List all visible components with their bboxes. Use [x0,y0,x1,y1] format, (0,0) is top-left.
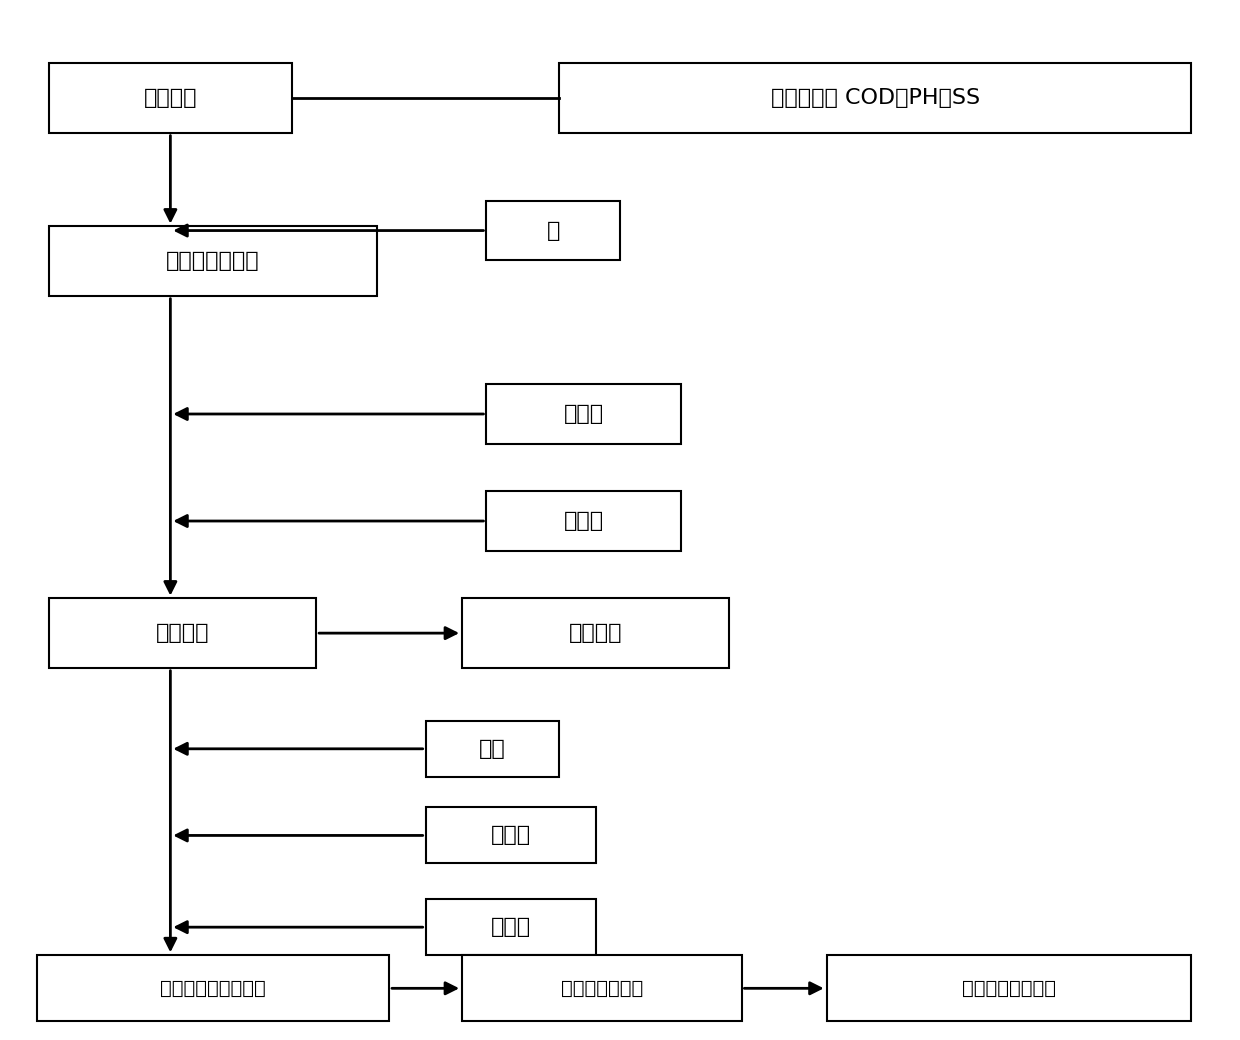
Bar [486,201,620,260]
Text: 废乳化液: 废乳化液 [144,88,197,108]
Bar [425,721,559,777]
Text: 固液分离: 固液分离 [156,623,210,643]
Bar [827,955,1192,1021]
Text: 氧化剂: 氧化剂 [491,826,531,846]
Bar [463,598,729,668]
Text: 滤渣处理: 滤渣处理 [569,623,622,643]
Bar [48,63,291,133]
Text: 絮凝剂: 絮凝剂 [563,404,604,424]
Bar [425,900,595,955]
Bar [559,63,1192,133]
Text: 达标排放入总管网: 达标排放入总管网 [962,979,1056,997]
Bar [425,807,595,863]
Text: 酸: 酸 [547,220,559,240]
Bar [48,227,377,295]
Text: 助凝剂: 助凝剂 [563,511,604,531]
Bar [486,492,681,550]
Text: 检测处理后废水: 检测处理后废水 [560,979,642,997]
Bar [486,385,681,443]
Text: 滤液氧化处理反应釜: 滤液氧化处理反应釜 [160,979,265,997]
Bar [37,955,389,1021]
Text: 处理前检测 COD、PH、SS: 处理前检测 COD、PH、SS [770,88,980,108]
Bar [463,955,742,1021]
Text: 助剂: 助剂 [479,738,506,759]
Text: 催化剂: 催化剂 [491,917,531,937]
Bar [48,598,316,668]
Text: 酸析预处理反应: 酸析预处理反应 [166,251,259,271]
